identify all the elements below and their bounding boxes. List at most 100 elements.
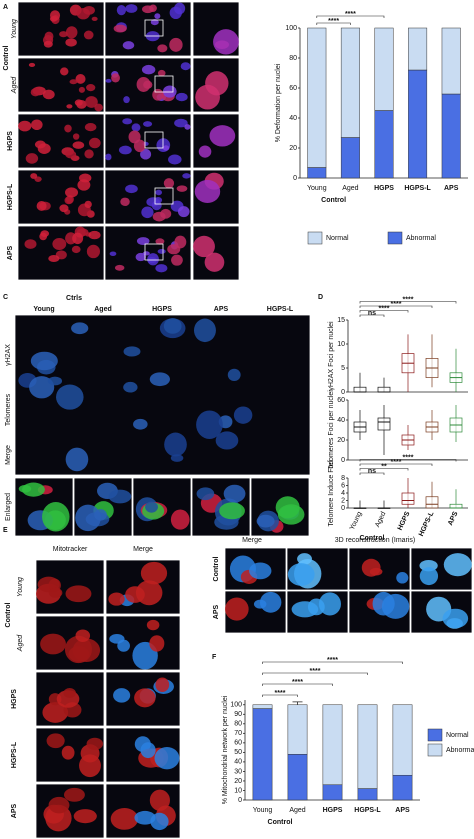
cell [122,41,135,50]
y-axis-title: γH2AX Foci per nuclei [328,321,335,391]
significance-bracket [262,661,403,664]
cell [175,92,188,102]
cell [162,145,170,151]
bar-segment [374,27,394,111]
bar-segment [252,704,273,709]
cell [213,29,239,55]
y-tick-label: 90 [234,711,242,718]
cell [71,322,89,335]
cell [44,31,54,42]
cell [174,118,188,128]
cell [123,96,130,104]
bar-segment [408,69,428,179]
cell [77,179,91,191]
cell [59,31,68,38]
panel-letter: F [212,654,217,661]
bar-segment [252,708,273,801]
bar-segment [357,704,378,789]
y-tick-label: 20 [337,437,345,444]
box-body [401,492,415,505]
cell [150,19,159,26]
significance-bracket [262,694,298,697]
cell [109,634,125,644]
row-label: HGPS [7,131,14,151]
cell [36,201,47,211]
legend-swatch [307,231,323,245]
cell [59,204,69,213]
cell [256,514,275,528]
cell [48,796,70,814]
cell [56,384,84,410]
cell [168,154,182,165]
y-tick-label: 0 [238,797,242,804]
box-body [377,386,391,393]
cell [297,553,312,565]
cell [75,74,86,84]
cell [34,140,46,149]
cell [184,124,191,130]
cell [60,67,69,76]
row-label: HGPS [11,689,18,709]
panel-letter: C [3,294,8,301]
cell [79,754,101,778]
cell [146,619,160,631]
column-group: Ctrls [66,295,82,302]
cell [180,62,191,71]
significance-bracket [316,15,385,18]
cell [64,196,74,205]
row-label: Aged [17,634,24,652]
cell [275,496,300,519]
cell [170,509,190,530]
legend-label: Abnormal [406,235,436,242]
cell [46,733,65,749]
significance-bracket [359,301,457,304]
cell [287,563,315,586]
cell [259,591,282,613]
significance-label: **** [292,679,303,686]
cell [162,85,177,98]
box-body [425,496,439,509]
x-tick-label: HGPS-L [418,510,436,538]
y-tick-label: 70 [234,730,242,737]
cell [182,173,191,179]
y-tick-label: 60 [337,397,345,404]
cell [149,372,170,387]
y-axis-title: % Mitochondrial network per nuclei [222,695,229,804]
bar-segment [322,784,343,801]
bar-segment [340,27,360,138]
cell [152,88,164,101]
cell [63,787,85,802]
cell [78,86,86,93]
legend-label: Abnormal [446,747,474,754]
cell [149,635,165,652]
cell [155,238,165,245]
y-tick-label: 80 [234,721,242,728]
y-tick-label: 80 [289,55,297,62]
cell [372,591,395,616]
bar-segment [357,788,378,801]
cell [30,351,58,371]
cell [123,346,141,357]
bar-segment [287,704,308,755]
group-label: Control [360,535,385,542]
cell [86,84,96,92]
cell [18,120,32,132]
cell [131,123,141,132]
cell [105,153,112,161]
zoom-box [154,187,174,205]
cell [120,197,130,207]
cell [419,567,439,586]
cell [141,206,154,219]
significance-bracket [359,472,385,475]
cell [43,40,53,48]
cell [249,562,272,580]
cell [72,141,85,149]
significance-label: **** [328,18,339,25]
cell [157,248,166,254]
cell [225,597,249,621]
bar-segment [441,27,461,95]
column-label: Merge [133,546,153,553]
cell [155,264,168,273]
cell [155,189,163,196]
cell [149,789,170,811]
